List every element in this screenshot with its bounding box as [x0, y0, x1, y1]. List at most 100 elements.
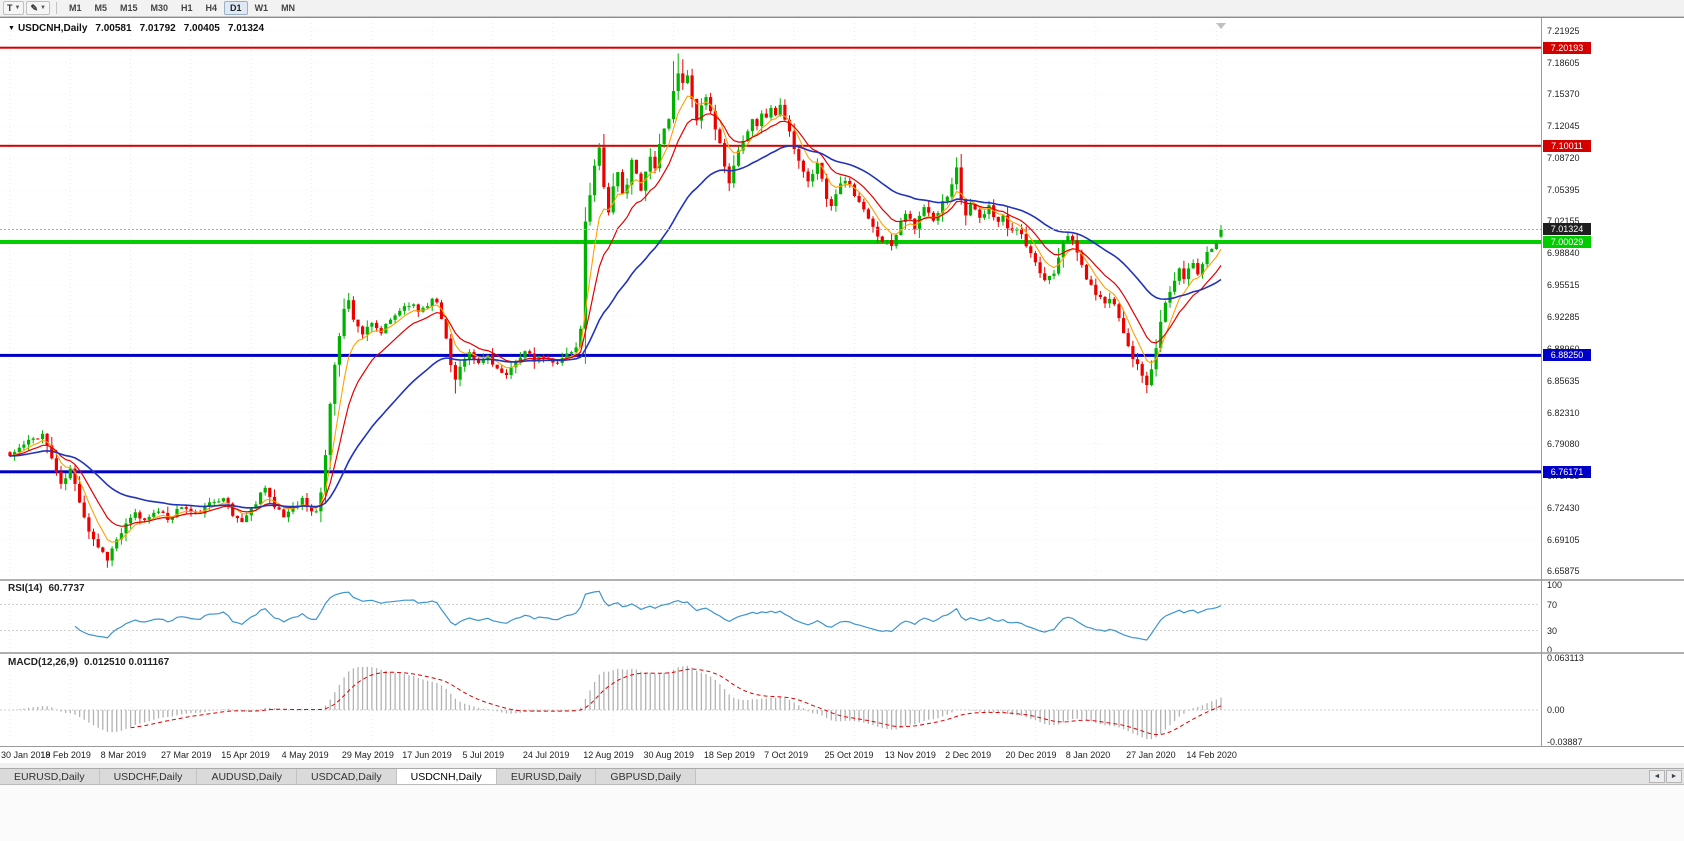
- price-axis-label: 6.79080: [1547, 438, 1580, 449]
- rsi-value: 60.7737: [48, 583, 85, 594]
- time-axis-label: 8 Mar 2019: [100, 750, 147, 760]
- timeframe-button-h1[interactable]: H1: [175, 1, 199, 15]
- panel-separator[interactable]: [0, 652, 1684, 654]
- hline-7.20193: [0, 46, 1541, 49]
- price-axis-label: 6.98840: [1547, 248, 1580, 259]
- tab-item[interactable]: EURUSD,Daily: [0, 769, 100, 784]
- toolbar: T ▼ ✎ ▼ M1 M5 M15 M30 H1 H4 D1 W1 MN: [0, 0, 1684, 17]
- draw-tool-icon: ✎: [30, 2, 38, 13]
- toolbar-separator: [55, 2, 57, 14]
- rsi-axis-label: 70: [1547, 599, 1558, 610]
- price-axis-label: 6.85635: [1547, 375, 1580, 386]
- timeframe-button-m5[interactable]: M5: [88, 1, 113, 15]
- symbol-dropdown-icon[interactable]: ▼: [8, 25, 15, 32]
- time-axis-label: 20 Dec 2019: [1005, 750, 1057, 760]
- tab-item[interactable]: GBPUSD,Daily: [596, 769, 697, 784]
- price-badge-6.88250: 6.88250: [1543, 349, 1591, 362]
- macd-title: MACD(12,26,9): [8, 657, 79, 668]
- chevron-down-icon: ▼: [40, 5, 46, 11]
- status-strip: [0, 785, 1684, 841]
- tab-strip: EURUSD,Daily USDCHF,Daily AUDUSD,Daily USDC…: [0, 769, 697, 784]
- tab-scroll-left-icon[interactable]: ◄: [1649, 770, 1665, 783]
- tab-item[interactable]: USDCHF,Daily: [99, 769, 198, 784]
- tab-scroll-arrows: ◄ ►: [1649, 769, 1682, 784]
- timeframe-button-m1[interactable]: M1: [63, 1, 88, 15]
- chart-shift-marker: [1216, 23, 1227, 29]
- rsi-line: [74, 590, 1222, 641]
- ohlc-low: 7.00405: [183, 23, 220, 34]
- macd-header: MACD(12,26,9) 0.012510 0.011167: [8, 657, 169, 668]
- time-axis-label: 8 Jan 2020: [1065, 750, 1111, 760]
- price-badge-7.10011: 7.10011: [1543, 139, 1591, 152]
- candle-bodies-up: [13, 73, 1223, 561]
- hline-6.76171: [0, 470, 1541, 474]
- macd-axis-label: -0.03887: [1547, 737, 1583, 747]
- draw-tool-button[interactable]: ✎ ▼: [26, 1, 50, 15]
- candle-wicks-up: [14, 53, 1222, 567]
- chevron-down-icon: ▼: [14, 5, 21, 11]
- chart-window: ▼ USDCNH,Daily 7.00581 7.01792 7.00405 7…: [0, 17, 1684, 763]
- time-axis-label: 15 Apr 2019: [221, 750, 270, 760]
- price-axis-label: 6.82310: [1547, 407, 1580, 418]
- time-axis-label: 17 Jun 2019: [402, 750, 452, 760]
- time-axis-label: 24 Jul 2019: [522, 750, 570, 760]
- time-axis-label: 18 Sep 2019: [703, 750, 755, 760]
- time-axis-label: 12 Aug 2019: [583, 750, 634, 760]
- tab-scroll-right-icon[interactable]: ►: [1666, 770, 1682, 783]
- tab-item[interactable]: USDCNH,Daily: [396, 769, 497, 784]
- time-axis-label: 4 May 2019: [281, 750, 329, 760]
- price-badge-6.76171: 6.76171: [1543, 465, 1591, 478]
- price-axis-label: 6.69105: [1547, 534, 1580, 545]
- price-badge-7.00029: 7.00029: [1543, 235, 1591, 248]
- text-tool-label: T: [7, 3, 13, 13]
- macd-values: 0.012510 0.011167: [84, 657, 170, 668]
- hline-6.88250: [0, 353, 1541, 357]
- price-axis-label: 6.88960: [1547, 344, 1580, 354]
- rsi-header: RSI(14) 60.7737: [8, 583, 85, 594]
- hline-7.10011: [0, 144, 1541, 147]
- price-axis-label: 6.65875: [1547, 566, 1580, 576]
- ma-mid-line: [9, 113, 1222, 527]
- price-axis-label: 7.12045: [1547, 121, 1580, 132]
- chart-title: ▼ USDCNH,Daily 7.00581 7.01792 7.00405 7…: [8, 23, 264, 34]
- tab-item[interactable]: EURUSD,Daily: [496, 769, 597, 784]
- timeframe-button-d1[interactable]: D1: [224, 1, 248, 15]
- timeframe-button-m30[interactable]: M30: [145, 1, 175, 15]
- time-axis-label: 2 Dec 2019: [945, 750, 992, 760]
- time-axis-label: 25 Oct 2019: [824, 750, 874, 760]
- price-axis-label: 6.72430: [1547, 502, 1580, 513]
- text-tool-button[interactable]: T ▼: [3, 1, 25, 15]
- ma-slow-line: [9, 144, 1222, 509]
- price-axis-label: 7.02155: [1547, 216, 1580, 227]
- rsi-axis-label: 0: [1547, 645, 1553, 655]
- time-axis-label: 5 Jul 2019: [462, 750, 505, 760]
- price-axis-label: 6.95515: [1547, 280, 1580, 291]
- price-axis-divider: [1541, 18, 1542, 746]
- price-axis-label: 7.18605: [1547, 57, 1580, 68]
- rsi-title: RSI(14): [8, 583, 43, 594]
- timeframe-button-h4[interactable]: H4: [200, 1, 224, 15]
- timeframe-button-mn[interactable]: MN: [275, 1, 301, 15]
- price-axis-label: 7.15370: [1547, 89, 1580, 100]
- macd-axis-label: 0.063113: [1547, 653, 1584, 663]
- timeframe-group: M1 M5 M15 M30 H1 H4 D1 W1 MN: [63, 1, 301, 15]
- price-badge-7.20193: 7.20193: [1543, 41, 1591, 54]
- time-axis-label: 7 Oct 2019: [764, 750, 809, 760]
- macd-axis-label: 0.00: [1547, 704, 1565, 715]
- time-axis-label: 13 Nov 2019: [884, 750, 936, 760]
- time-axis-label: 27 Mar 2019: [160, 750, 212, 760]
- time-axis-divider: [0, 746, 1684, 747]
- chart-tab-bar: EURUSD,Daily USDCHF,Daily AUDUSD,Daily USDC…: [0, 768, 1684, 785]
- chart-canvas[interactable]: [0, 18, 1684, 763]
- rsi-axis-label: 100: [1547, 580, 1563, 590]
- timeframe-button-w1[interactable]: W1: [249, 1, 275, 15]
- price-axis-label: 6.92285: [1547, 311, 1580, 322]
- panel-separator[interactable]: [0, 579, 1684, 581]
- time-axis-label: 30 Aug 2019: [643, 750, 695, 760]
- timeframe-button-m15[interactable]: M15: [114, 1, 144, 15]
- ohlc-close: 7.01324: [227, 23, 265, 34]
- tab-item[interactable]: AUDUSD,Daily: [197, 769, 298, 784]
- ma-fast-line: [9, 95, 1222, 543]
- tab-item[interactable]: USDCAD,Daily: [297, 769, 397, 784]
- ohlc-open: 7.00581: [95, 23, 132, 34]
